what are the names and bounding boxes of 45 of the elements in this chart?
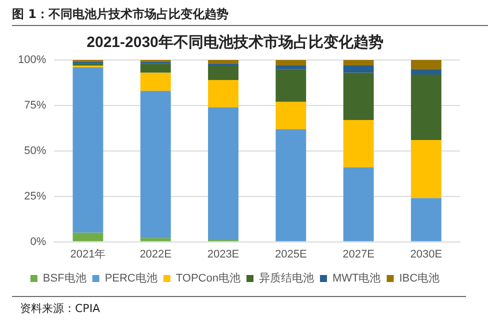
bar xyxy=(410,60,442,70)
x-tick-label: 2025E xyxy=(274,248,307,260)
legend-label: IBC电池 xyxy=(399,272,440,285)
text: 资料来源：CPIA xyxy=(20,301,100,316)
chart-title: 2021-2030年不同电池技术市场占比变化趋势 xyxy=(86,33,384,52)
x-tick-label: 2022E xyxy=(140,248,172,260)
bar xyxy=(72,67,104,233)
bar xyxy=(276,69,306,102)
x-tick-label: 2027E xyxy=(342,248,374,260)
bar xyxy=(208,65,238,80)
bar xyxy=(410,140,442,198)
legend-label: BSF电池 xyxy=(42,272,86,285)
x-tick-label: 2023E xyxy=(207,248,240,260)
caption: 图 1：不同电池片技术市场占比变化趋势 xyxy=(12,6,229,23)
bar xyxy=(208,80,238,108)
bar xyxy=(343,60,374,66)
y-tick-label: 75% xyxy=(24,99,46,112)
bar xyxy=(140,64,171,73)
bar xyxy=(208,60,238,64)
x-tick-label: 2021年 xyxy=(70,248,106,260)
bar xyxy=(208,107,238,240)
bar xyxy=(343,120,374,168)
bar xyxy=(276,129,306,242)
legend-label: MWT电池 xyxy=(332,272,381,285)
y-tick-label: 100% xyxy=(18,54,46,66)
legend-label: TOPCon电池 xyxy=(176,272,240,285)
bar xyxy=(140,90,171,238)
bar xyxy=(410,69,442,75)
legend-label: PERC电池 xyxy=(104,272,158,285)
bar xyxy=(140,238,171,242)
y-tick-label: 25% xyxy=(24,190,46,202)
bar xyxy=(343,65,374,73)
bar xyxy=(72,232,104,242)
y-tick-label: 50% xyxy=(24,144,46,157)
bar xyxy=(343,167,374,242)
bar xyxy=(276,60,306,66)
bar xyxy=(140,72,171,91)
y-tick-label: 0% xyxy=(30,236,46,248)
x-tick-label: 2030E xyxy=(410,248,442,260)
bar xyxy=(276,65,306,70)
bar xyxy=(410,198,442,242)
bar xyxy=(410,74,442,140)
legend-label: 异质结电池 xyxy=(258,272,314,285)
bar xyxy=(276,102,306,130)
bar xyxy=(343,72,374,120)
